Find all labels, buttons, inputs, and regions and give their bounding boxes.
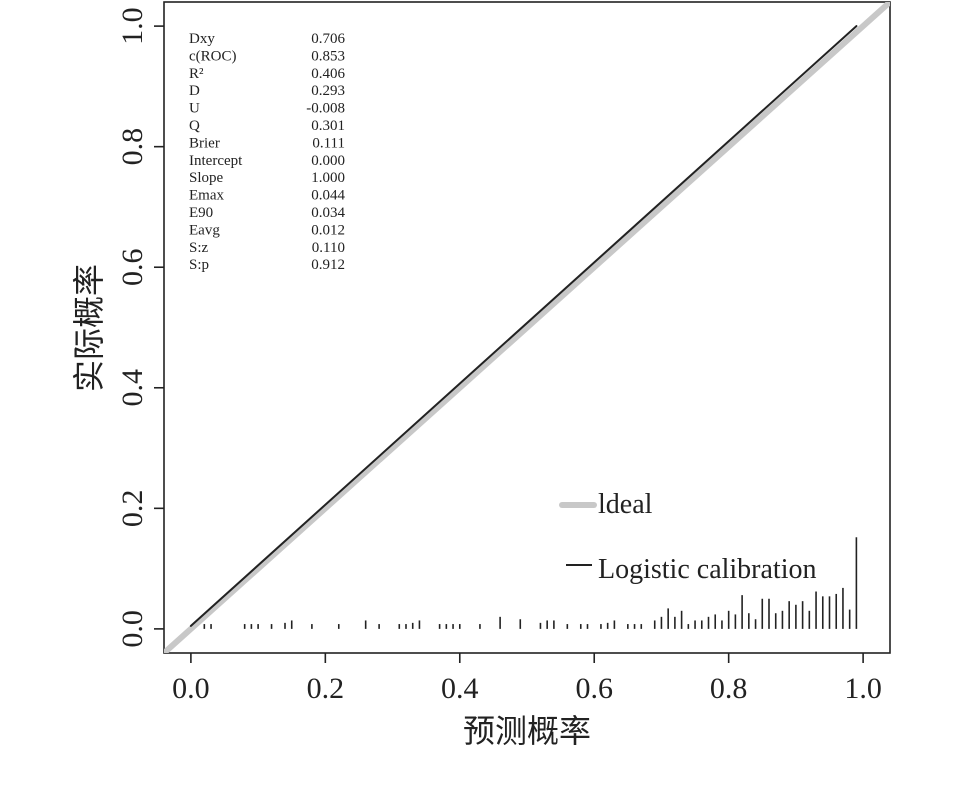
y-tick-label: 1.0 <box>116 7 149 45</box>
series-line-ideal <box>164 2 890 653</box>
y-tick-label: 0.2 <box>116 490 149 528</box>
stat-value: 0.293 <box>311 83 345 99</box>
stat-label: Q <box>189 118 200 134</box>
stat-label: E90 <box>189 205 213 221</box>
stat-label: Dxy <box>189 31 215 47</box>
y-tick-label: 0.0 <box>116 610 149 648</box>
x-tick-label: 0.0 <box>172 672 210 705</box>
stat-label: S:p <box>189 257 209 273</box>
stat-label: Slope <box>189 170 224 186</box>
x-axis-title: 预测概率 <box>463 713 591 749</box>
legend-label-ideal: ldeal <box>598 489 653 520</box>
stat-label: Eavg <box>189 222 220 238</box>
stat-value: 0.034 <box>311 205 345 221</box>
stat-value: 0.853 <box>311 48 345 64</box>
x-tick-label: 0.4 <box>441 672 479 705</box>
stat-label: Intercept <box>189 153 243 169</box>
stat-value: 0.406 <box>311 66 345 82</box>
stat-label: Brier <box>189 135 220 151</box>
y-tick-label: 0.6 <box>116 248 149 286</box>
x-tick-label: 0.2 <box>307 672 345 705</box>
stat-label: D <box>189 83 200 99</box>
stat-value: 0.110 <box>312 240 345 256</box>
stat-value: 0.012 <box>311 222 345 238</box>
stat-value: 0.706 <box>311 31 345 47</box>
stat-value: 0.301 <box>311 118 345 134</box>
stat-label: Emax <box>189 188 224 204</box>
y-tick-label: 0.4 <box>116 369 149 407</box>
stat-value: -0.008 <box>306 101 345 117</box>
stat-value: 0.044 <box>311 188 345 204</box>
stat-label: R² <box>189 66 204 82</box>
x-tick-label: 0.8 <box>710 672 748 705</box>
stat-value: 1.000 <box>311 170 345 186</box>
x-tick-label: 0.6 <box>575 672 613 705</box>
stat-value: 0.912 <box>311 257 345 273</box>
y-tick-label: 0.8 <box>116 128 149 166</box>
stat-label: c(ROC) <box>189 48 237 64</box>
plot-frame <box>163 1 891 654</box>
stat-value: 0.111 <box>312 135 345 151</box>
legend-label-logistic-calibration: Logistic calibration <box>598 554 817 585</box>
legend: ldeal Logistic calibration <box>559 489 817 585</box>
stat-label: S:z <box>189 240 209 256</box>
series-line-logistic-calibration <box>189 25 858 627</box>
y-axis-title: 实际概率 <box>71 264 107 392</box>
stat-label: U <box>189 101 200 117</box>
x-tick-label: 1.0 <box>844 672 882 705</box>
stat-value: 0.000 <box>311 153 345 169</box>
